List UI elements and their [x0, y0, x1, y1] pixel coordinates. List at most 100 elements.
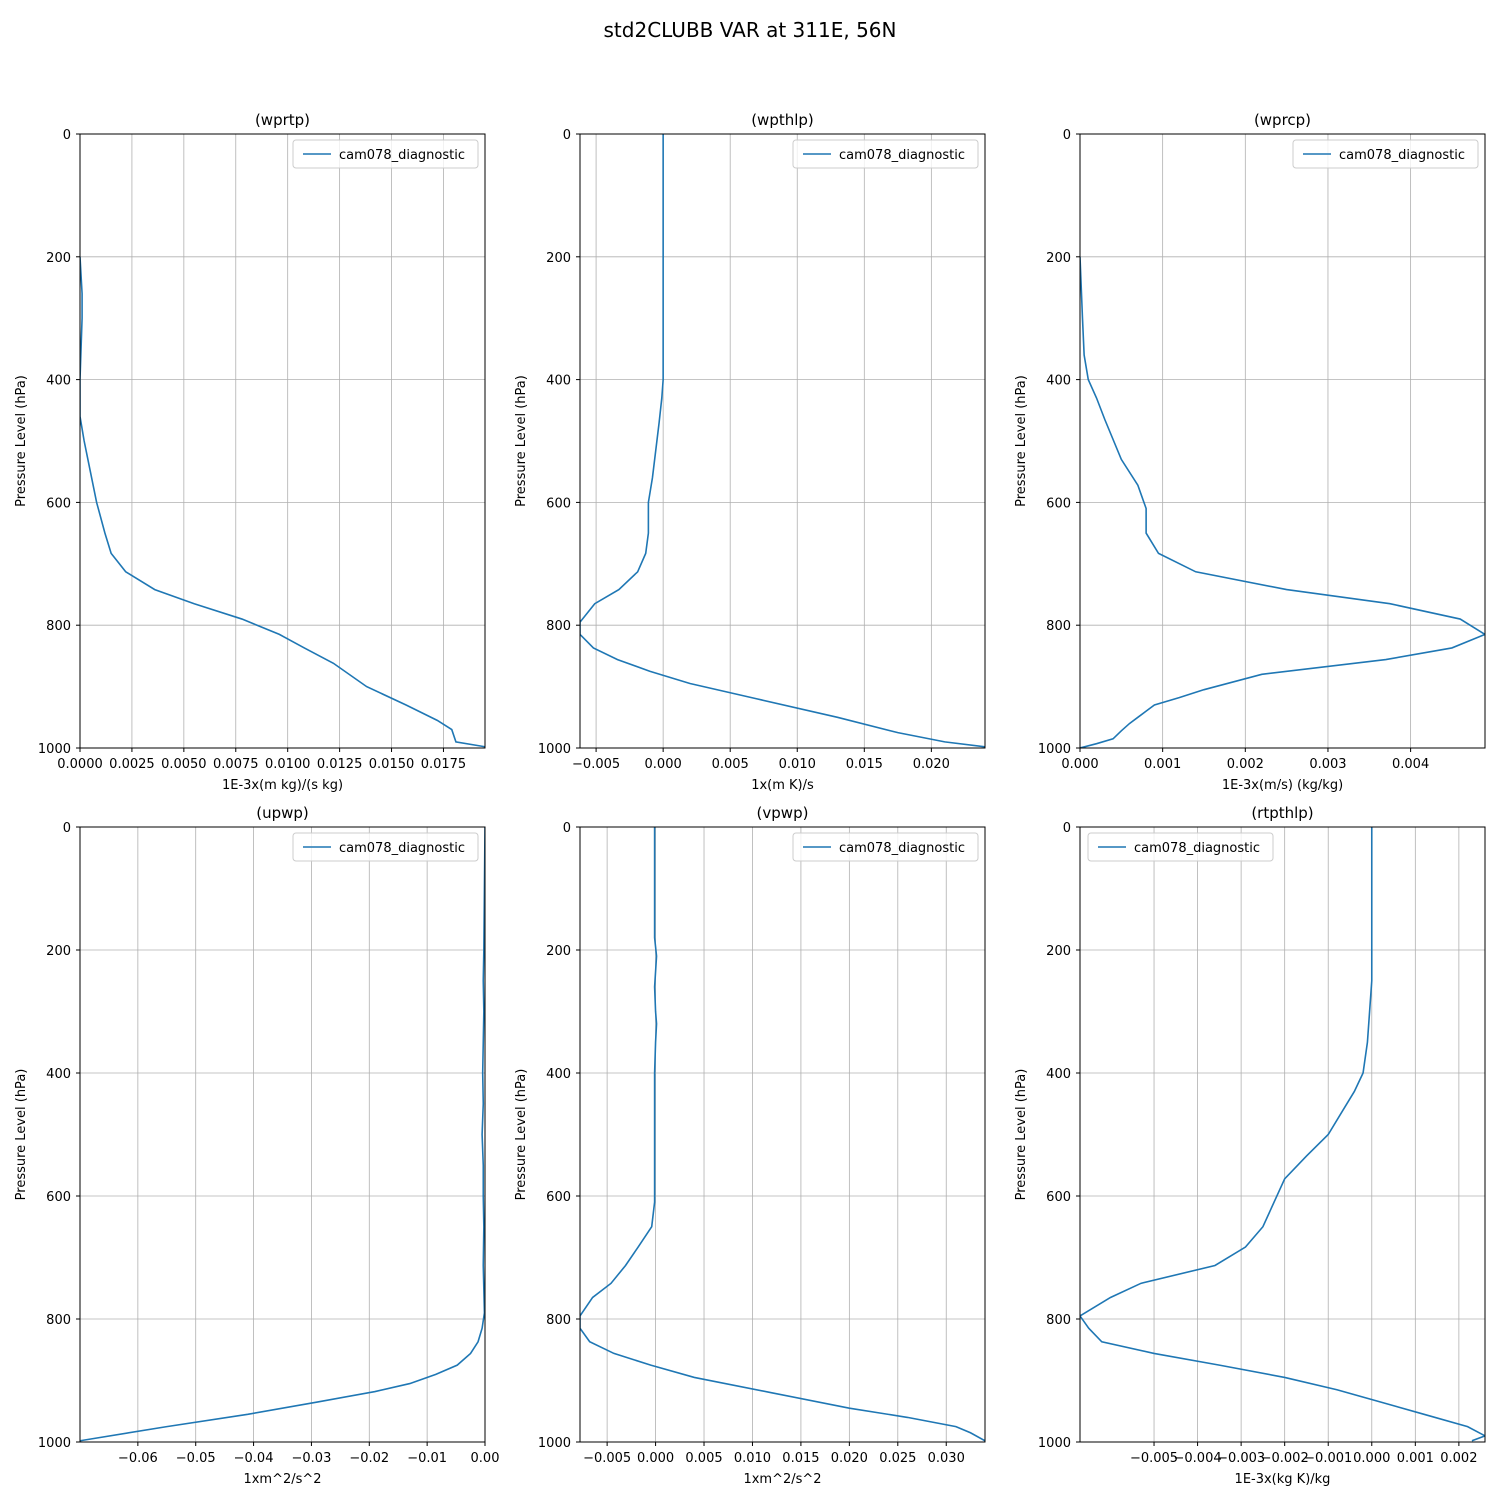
y-axis-label: Pressure Level (hPa) [14, 1069, 29, 1201]
x-tick-label: 0.001 [1144, 757, 1181, 772]
legend-box [792, 139, 979, 169]
y-tick-label: 1000 [1038, 742, 1071, 757]
x-axis-label: 1xm^2/s^2 [743, 1472, 821, 1487]
y-tick-label: 0 [1063, 128, 1071, 143]
x-axis-label: 1xm^2/s^2 [243, 1472, 321, 1487]
y-axis-label: Pressure Level (hPa) [1014, 375, 1029, 507]
x-tick-label: 0.0175 [421, 757, 467, 772]
y-axis-label: Pressure Level (hPa) [1014, 1069, 1029, 1201]
x-tick-label: −0.003 [1217, 1451, 1265, 1466]
y-tick-label: 0 [63, 821, 71, 836]
x-tick-label: 0.015 [846, 757, 883, 772]
y-axis-label: Pressure Level (hPa) [514, 1069, 529, 1201]
legend: cam078_diagnostic [1292, 139, 1479, 169]
legend-box [792, 832, 979, 862]
y-tick-label: 800 [46, 1313, 71, 1328]
x-tick-label: 0.003 [1309, 757, 1346, 772]
x-tick-label: 0.015 [782, 1451, 819, 1466]
y-tick-label: 200 [1046, 251, 1071, 266]
panels: 0.0000 0.0025 0.0050 0.0075 0.0100 0.0125 0.01… [14, 111, 1486, 1487]
x-tick-label: 0.0125 [317, 757, 363, 772]
y-tick-label: 600 [1046, 496, 1071, 511]
x-tick-label: −0.005 [572, 757, 620, 772]
panel-title: (rtpthlp) [1251, 804, 1313, 822]
series-line [80, 256, 485, 748]
x-tick-label: 0.000 [1061, 757, 1098, 772]
series-line [580, 134, 985, 748]
legend-label: cam078_diagnostic [339, 148, 465, 163]
x-tick-label: −0.002 [1261, 1451, 1309, 1466]
legend-label: cam078_diagnostic [1339, 148, 1465, 163]
legend: cam078_diagnostic [292, 832, 479, 862]
y-tick-label: 400 [46, 1067, 71, 1082]
x-tick-label: 0.000 [1353, 1451, 1390, 1466]
panel-title: (wprtp) [255, 111, 310, 129]
y-tick-label: 200 [46, 251, 71, 266]
x-tick-label: 0.005 [712, 757, 749, 772]
y-tick-label: 600 [1046, 1190, 1071, 1205]
y-tick-label: 0 [563, 821, 571, 836]
x-tick-label: 0.030 [928, 1451, 965, 1466]
x-axis-label: 1x(m K)/s [751, 778, 814, 793]
y-tick-label: 600 [46, 1190, 71, 1205]
y-tick-label: 200 [546, 944, 571, 959]
legend-box [292, 139, 479, 169]
x-tick-label: 0.000 [637, 1451, 674, 1466]
x-tick-label: 0.0075 [213, 757, 259, 772]
x-tick-label: 0.004 [1392, 757, 1429, 772]
y-tick-label: 800 [46, 619, 71, 634]
y-tick-label: 400 [46, 374, 71, 389]
x-tick-label: 0.005 [685, 1451, 722, 1466]
plot-frame [1079, 133, 1486, 749]
panel-title: (upwp) [256, 804, 309, 822]
x-tick-label: 0.000 [645, 757, 682, 772]
y-tick-label: 400 [1046, 374, 1071, 389]
x-tick-label: 0.0100 [265, 757, 311, 772]
legend-label: cam078_diagnostic [839, 841, 965, 856]
y-tick-label: 800 [546, 1313, 571, 1328]
panel-1: 0.0000 0.0025 0.0050 0.0075 0.0100 0.0125 0.01… [14, 111, 486, 793]
series-line [80, 826, 485, 1442]
x-tick-label: 0.020 [913, 757, 950, 772]
y-tick-label: 800 [1046, 1313, 1071, 1328]
y-tick-label: 1000 [38, 742, 71, 757]
y-tick-label: 1000 [38, 1436, 71, 1451]
figure-title: std2CLUBB VAR at 311E, 56N [604, 18, 897, 42]
legend-label: cam078_diagnostic [1134, 841, 1260, 856]
plot-frame [79, 133, 486, 749]
plot-frame [579, 133, 986, 749]
x-tick-label: 0.0025 [109, 757, 155, 772]
x-tick-label: −0.03 [292, 1451, 332, 1466]
panel-title: (wprcp) [1254, 111, 1311, 129]
y-tick-label: 600 [546, 496, 571, 511]
x-tick-label: 0.0050 [161, 757, 207, 772]
x-tick-label: 0.0000 [57, 757, 103, 772]
plot-frame [79, 826, 486, 1443]
y-axis-label: Pressure Level (hPa) [14, 375, 29, 507]
legend-label: cam078_diagnostic [339, 841, 465, 856]
y-tick-label: 800 [1046, 619, 1071, 634]
legend: cam078_diagnostic [292, 139, 479, 169]
x-tick-label: −0.004 [1174, 1451, 1222, 1466]
x-tick-label: 0.025 [879, 1451, 916, 1466]
panel-title: (wpthlp) [751, 111, 814, 129]
x-tick-label: 0.001 [1397, 1451, 1434, 1466]
panel-4: −0.06 −0.05 −0.04 −0.03 −0.02 −0.01 0.00 0 200 40… [14, 804, 499, 1487]
y-tick-label: 1000 [1038, 1436, 1071, 1451]
legend: cam078_diagnostic [792, 139, 979, 169]
x-tick-label: −0.02 [349, 1451, 389, 1466]
panel-3: 0.000 0.001 0.002 0.003 0.004 0 200 400 600 800 10… [1014, 111, 1486, 793]
y-tick-label: 400 [546, 374, 571, 389]
x-axis-label: 1E-3x(kg K)/kg [1235, 1472, 1331, 1487]
series-line [1080, 827, 1485, 1442]
x-tick-label: 0.010 [779, 757, 816, 772]
x-tick-label: −0.01 [407, 1451, 447, 1466]
x-tick-label: −0.005 [583, 1451, 631, 1466]
x-tick-label: 0.00 [471, 1451, 500, 1466]
x-tick-label: −0.05 [176, 1451, 216, 1466]
y-tick-label: 600 [46, 496, 71, 511]
x-tick-label: −0.005 [1130, 1451, 1178, 1466]
panel-6: −0.005−0.004−0.003−0.002−0.001 0.000 0.001… [1014, 804, 1486, 1487]
y-tick-label: 0 [563, 128, 571, 143]
